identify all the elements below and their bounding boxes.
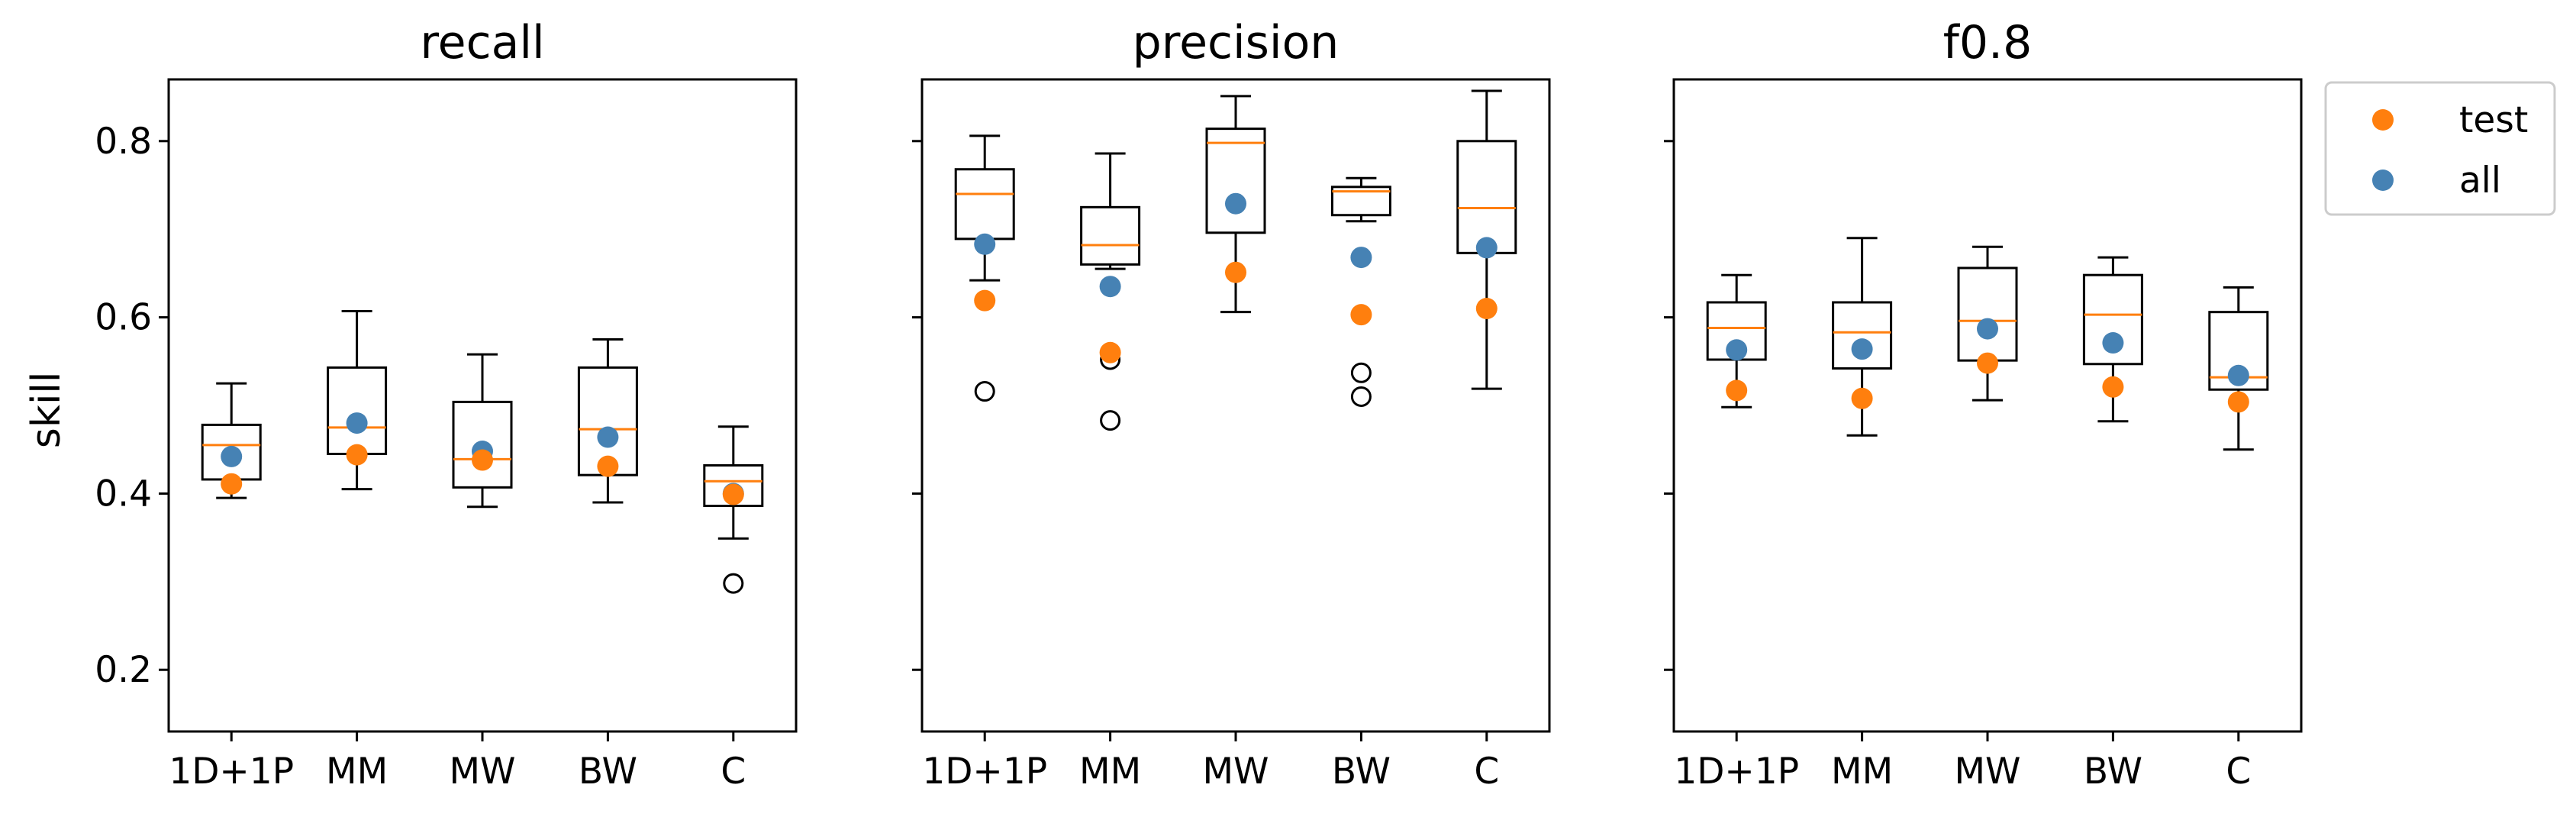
box-1D+1P: 1D+1P [922, 134, 1047, 793]
box-MW: MW [1202, 95, 1269, 793]
x-tick-label: C [721, 751, 746, 793]
x-tick-label: MW [449, 751, 515, 793]
test-point [597, 455, 619, 477]
iqr-box [1080, 205, 1141, 266]
x-tick-label: BW [2084, 751, 2142, 793]
all-point [221, 445, 243, 467]
box-MM: MM [1831, 237, 1893, 793]
test-point [1851, 387, 1873, 409]
x-tick-label: BW [579, 751, 637, 793]
legend-marker-all [2372, 170, 2394, 191]
legend-marker-test [2372, 109, 2394, 131]
all-point [1225, 192, 1246, 215]
panel-title: f0.8 [1943, 16, 2033, 69]
test-point [1099, 341, 1121, 363]
panel-f0.8: f0.8 1D+1P MM MW BW C [1664, 16, 2303, 793]
iqr-box [1832, 301, 1893, 370]
x-tick-label: C [2226, 751, 2251, 793]
x-tick-label: BW [1332, 751, 1391, 793]
all-point [2227, 364, 2249, 386]
all-point [1851, 338, 1873, 360]
panel-recall: recall 0.2 0.4 0.6 0.8 1D+1P MM MW BW C [95, 16, 798, 793]
x-tick-label: 1D+1P [1674, 751, 1799, 793]
test-point [2227, 391, 2249, 413]
all-point [1475, 237, 1498, 259]
x-tick-label: MM [1831, 751, 1893, 793]
test-point [221, 473, 243, 495]
test-point [1350, 304, 1372, 326]
x-tick-label: MM [326, 751, 388, 793]
test-point [722, 483, 744, 505]
test-point [974, 289, 996, 312]
legend-label-all: all [2459, 160, 2501, 202]
iqr-box [2082, 273, 2143, 366]
iqr-box [954, 168, 1015, 241]
x-tick-label: 1D+1P [169, 751, 294, 793]
x-tick-label: 1D+1P [922, 751, 1047, 793]
box-MW: MW [1954, 245, 2021, 793]
all-point [1099, 276, 1121, 298]
axes-frame [167, 78, 798, 733]
box-MM: MM [326, 310, 388, 793]
outlier-point [1350, 386, 1372, 407]
panel-title: precision [1133, 16, 1340, 69]
test-point [346, 444, 368, 466]
box-MM: MM [1079, 152, 1141, 793]
all-point [597, 426, 619, 448]
y-axis-label: skill [24, 372, 69, 449]
all-point [1977, 318, 1998, 340]
x-tick-label: C [1474, 751, 1499, 793]
y-tick-label: 0.6 [95, 297, 152, 339]
x-tick-label: MM [1079, 751, 1141, 793]
all-point [974, 233, 996, 255]
iqr-box [703, 463, 764, 508]
iqr-box [327, 366, 388, 455]
outlier-point [1350, 362, 1372, 383]
all-point [1726, 339, 1748, 361]
iqr-box [1205, 128, 1266, 234]
iqr-box [1456, 140, 1517, 254]
test-point [2102, 376, 2124, 398]
box-C: C [2208, 286, 2269, 793]
test-point [1726, 379, 1748, 402]
axes-frame [920, 78, 1551, 733]
box-BW: BW [577, 337, 638, 793]
all-point [2102, 332, 2124, 354]
box-1D+1P: 1D+1P [1674, 273, 1799, 793]
iqr-box [2208, 311, 2269, 391]
test-point [1977, 352, 1998, 374]
axes-frame [1672, 78, 2303, 733]
outlier-point [1100, 410, 1121, 431]
box-C: C [1456, 89, 1517, 793]
box-BW: BW [2082, 256, 2143, 793]
x-tick-label: MW [1954, 751, 2020, 793]
test-point [1225, 261, 1246, 283]
box-C: C [703, 425, 764, 793]
iqr-box [1330, 186, 1391, 217]
outlier-point [974, 381, 995, 402]
panel-precision: precision 1D+1P MM MW BW C [912, 16, 1551, 793]
iqr-box [452, 400, 513, 489]
legend-label-test: test [2459, 99, 2528, 141]
outlier-point [723, 573, 744, 594]
test-point [1475, 298, 1498, 320]
box-1D+1P: 1D+1P [169, 382, 294, 793]
panel-title: recall [420, 16, 544, 69]
y-tick-label: 0.8 [95, 121, 152, 163]
all-point [346, 412, 368, 434]
x-tick-label: MW [1202, 751, 1269, 793]
box-MW: MW [449, 353, 516, 793]
all-point [1350, 247, 1372, 269]
box-BW: BW [1330, 176, 1391, 793]
test-point [472, 449, 493, 471]
iqr-box [1957, 266, 2018, 362]
legend: test all [2324, 81, 2556, 216]
y-tick-label: 0.4 [95, 473, 152, 515]
y-tick-label: 0.2 [95, 649, 152, 691]
